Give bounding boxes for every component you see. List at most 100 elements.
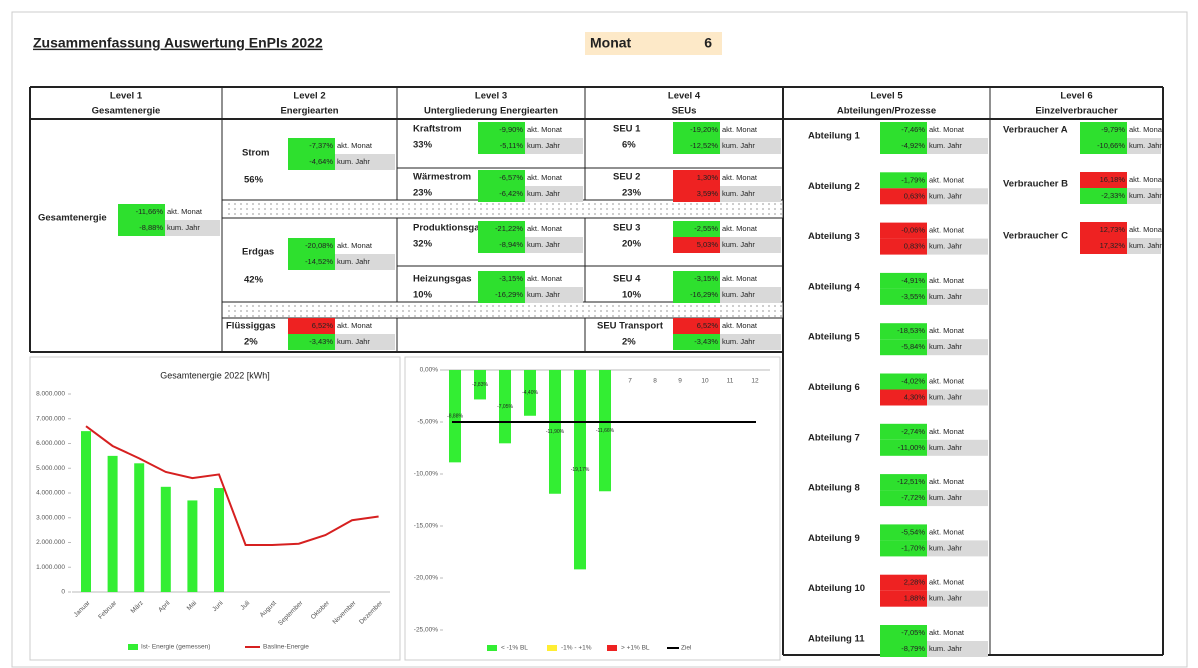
dot: [594, 305, 596, 307]
dot: [336, 310, 338, 312]
dot: [780, 310, 782, 312]
kpi-value: -11,00%: [898, 443, 926, 452]
dot: [660, 203, 662, 205]
dot: [516, 310, 518, 312]
bar: [134, 463, 145, 592]
kpi-value: 6,52%: [697, 321, 719, 330]
dot: [678, 305, 680, 307]
metric-label: akt. Monat: [929, 578, 965, 587]
dot: [780, 213, 782, 215]
dot: [228, 203, 230, 205]
dot: [420, 203, 422, 205]
dot: [246, 213, 248, 215]
dot: [480, 213, 482, 215]
dot: [642, 315, 644, 317]
dot: [774, 208, 776, 210]
dot: [546, 203, 548, 205]
dot: [474, 208, 476, 210]
kpi-value: -12,51%: [897, 477, 925, 486]
baseline-line: [85, 425, 379, 546]
dot: [600, 315, 602, 317]
kpi-share: 6%: [622, 140, 636, 151]
level-name: Einzelverbraucher: [1035, 106, 1118, 117]
dot: [552, 305, 554, 307]
metric-label: kum. Jahr: [527, 189, 560, 198]
dot: [444, 213, 446, 215]
dot: [654, 208, 656, 210]
dot: [354, 213, 356, 215]
level-number: Level 1: [110, 91, 143, 102]
dot: [540, 208, 542, 210]
dot: [642, 305, 644, 307]
dot: [510, 213, 512, 215]
dot: [672, 305, 674, 307]
dot: [720, 310, 722, 312]
dot: [594, 310, 596, 312]
dot: [378, 310, 380, 312]
kpi-value: -3,55%: [901, 292, 925, 301]
dot: [726, 315, 728, 317]
dot: [600, 305, 602, 307]
dot: [762, 305, 764, 307]
dot: [294, 310, 296, 312]
kpi-name: Verbraucher B: [1003, 179, 1068, 190]
kpi-name: SEU Transport: [597, 321, 664, 332]
kpi-name: Abteilung 3: [808, 231, 860, 242]
dot: [390, 213, 392, 215]
dot: [306, 208, 308, 210]
dot: [576, 305, 578, 307]
dot: [312, 315, 314, 317]
dot: [744, 310, 746, 312]
dot: [666, 203, 668, 205]
dot: [648, 315, 650, 317]
dot: [714, 310, 716, 312]
dot: [630, 305, 632, 307]
dot: [426, 315, 428, 317]
page-title: Zusammenfassung Auswertung EnPIs 2022: [33, 35, 323, 51]
label-bg: [927, 490, 988, 507]
dot: [252, 310, 254, 312]
dot: [744, 305, 746, 307]
data-label: -4,40%: [522, 390, 538, 396]
dot: [714, 305, 716, 307]
value-cell: [880, 339, 927, 356]
dot: [636, 315, 638, 317]
dot: [582, 310, 584, 312]
kpi-value: -7,37%: [309, 141, 333, 150]
dot: [228, 310, 230, 312]
dot: [582, 203, 584, 205]
dot: [528, 203, 530, 205]
metric-label: akt. Monat: [722, 224, 758, 233]
dot: [534, 305, 536, 307]
value-cell: [288, 318, 335, 334]
kpi-name: Abteilung 8: [808, 483, 860, 494]
kpi-value: -2,74%: [901, 427, 925, 436]
dot: [540, 213, 542, 215]
value-cell: [478, 221, 525, 237]
value-cell: [880, 540, 927, 557]
x-tick-label: Dezember: [358, 599, 385, 626]
dot: [612, 305, 614, 307]
metric-label: kum. Jahr: [527, 141, 560, 150]
dot: [594, 315, 596, 317]
kpi-value: -6,42%: [499, 189, 523, 198]
dot: [378, 305, 380, 307]
dot: [426, 310, 428, 312]
dot: [744, 315, 746, 317]
dot: [264, 203, 266, 205]
kpi-share: 33%: [413, 140, 433, 151]
dot: [588, 305, 590, 307]
dot: [372, 315, 374, 317]
dot: [696, 310, 698, 312]
dot: [348, 310, 350, 312]
kpi-value: -4,02%: [901, 376, 925, 385]
dot: [534, 310, 536, 312]
dot: [780, 315, 782, 317]
dot: [756, 213, 758, 215]
dot: [624, 315, 626, 317]
value-cell: [880, 574, 927, 591]
bar: [549, 370, 561, 494]
kpi-value: -3,15%: [499, 274, 523, 283]
kpi-value: 2,28%: [904, 578, 926, 587]
dot: [774, 203, 776, 205]
